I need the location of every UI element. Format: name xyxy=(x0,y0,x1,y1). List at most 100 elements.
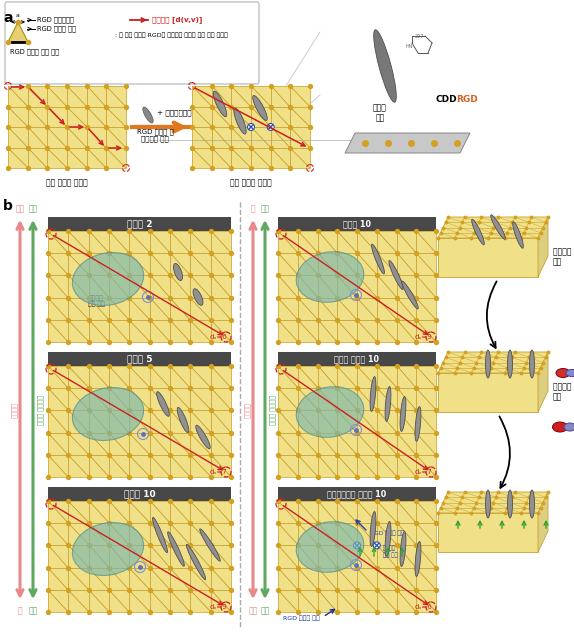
Polygon shape xyxy=(317,253,338,275)
Polygon shape xyxy=(170,366,191,388)
Polygon shape xyxy=(129,388,150,410)
Polygon shape xyxy=(68,275,88,298)
Polygon shape xyxy=(191,320,211,342)
Polygon shape xyxy=(191,410,211,433)
Polygon shape xyxy=(416,433,436,455)
Polygon shape xyxy=(357,523,377,545)
Polygon shape xyxy=(278,253,298,275)
Polygon shape xyxy=(129,410,150,433)
Polygon shape xyxy=(109,523,129,545)
Polygon shape xyxy=(150,523,170,545)
Polygon shape xyxy=(416,568,436,590)
Polygon shape xyxy=(191,388,211,410)
Polygon shape xyxy=(88,501,109,523)
Polygon shape xyxy=(298,501,317,523)
Polygon shape xyxy=(150,455,170,477)
Polygon shape xyxy=(191,433,211,455)
Text: a: a xyxy=(16,13,20,18)
Polygon shape xyxy=(278,231,298,253)
Polygon shape xyxy=(150,455,170,477)
Polygon shape xyxy=(88,590,109,612)
Polygon shape xyxy=(416,545,436,568)
Polygon shape xyxy=(338,320,357,342)
Polygon shape xyxy=(150,545,170,568)
Polygon shape xyxy=(271,86,290,107)
Text: RGD 리간드 연결: RGD 리간드 연결 xyxy=(37,26,76,32)
Polygon shape xyxy=(397,433,416,455)
Ellipse shape xyxy=(371,244,385,274)
Polygon shape xyxy=(211,366,231,388)
Polygon shape xyxy=(68,366,88,388)
Polygon shape xyxy=(338,231,357,253)
Text: 리간드 상호관계: 리간드 상호관계 xyxy=(270,394,276,424)
Polygon shape xyxy=(150,231,170,253)
Polygon shape xyxy=(357,253,377,275)
Polygon shape xyxy=(170,455,191,477)
Polygon shape xyxy=(298,275,317,298)
Polygon shape xyxy=(211,366,231,388)
Polygon shape xyxy=(170,568,191,590)
Polygon shape xyxy=(317,568,338,590)
Polygon shape xyxy=(129,410,150,433)
Polygon shape xyxy=(150,545,170,568)
Polygon shape xyxy=(68,433,88,455)
Polygon shape xyxy=(416,298,436,320)
Ellipse shape xyxy=(400,532,406,566)
Ellipse shape xyxy=(507,350,513,378)
Polygon shape xyxy=(68,410,88,433)
Polygon shape xyxy=(357,545,377,568)
Ellipse shape xyxy=(491,215,505,239)
Polygon shape xyxy=(338,253,357,275)
Polygon shape xyxy=(170,320,191,342)
Polygon shape xyxy=(48,568,68,590)
Polygon shape xyxy=(416,320,436,342)
Polygon shape xyxy=(48,501,68,523)
Polygon shape xyxy=(538,217,548,277)
Polygon shape xyxy=(192,147,212,168)
Polygon shape xyxy=(377,231,397,253)
Polygon shape xyxy=(129,433,150,455)
Polygon shape xyxy=(377,320,397,342)
Polygon shape xyxy=(48,298,68,320)
Polygon shape xyxy=(211,433,231,455)
Polygon shape xyxy=(68,320,88,342)
Polygon shape xyxy=(28,107,47,127)
Text: + 자성나노입자: + 자성나노입자 xyxy=(157,110,192,116)
Polygon shape xyxy=(278,501,298,523)
Polygon shape xyxy=(416,275,436,298)
Polygon shape xyxy=(28,127,47,147)
Ellipse shape xyxy=(566,370,574,377)
Polygon shape xyxy=(357,568,377,590)
Polygon shape xyxy=(397,298,416,320)
Polygon shape xyxy=(338,433,357,455)
Polygon shape xyxy=(298,298,317,320)
Ellipse shape xyxy=(529,490,534,518)
Polygon shape xyxy=(397,568,416,590)
Ellipse shape xyxy=(385,386,391,421)
Polygon shape xyxy=(68,320,88,342)
Text: dₒ=6: dₒ=6 xyxy=(210,334,227,340)
Polygon shape xyxy=(338,366,357,388)
Polygon shape xyxy=(150,501,170,523)
Polygon shape xyxy=(88,568,109,590)
Polygon shape xyxy=(278,433,298,455)
Polygon shape xyxy=(88,433,109,455)
Polygon shape xyxy=(48,298,68,320)
Polygon shape xyxy=(271,147,290,168)
Ellipse shape xyxy=(486,350,491,378)
Polygon shape xyxy=(191,366,211,388)
Polygon shape xyxy=(67,127,87,147)
Polygon shape xyxy=(88,523,109,545)
Polygon shape xyxy=(538,492,548,552)
Polygon shape xyxy=(109,568,129,590)
Polygon shape xyxy=(290,127,310,147)
Polygon shape xyxy=(191,231,211,253)
Polygon shape xyxy=(47,147,67,168)
Polygon shape xyxy=(377,523,397,545)
Ellipse shape xyxy=(370,512,376,547)
Polygon shape xyxy=(109,388,129,410)
Polygon shape xyxy=(88,253,109,275)
Polygon shape xyxy=(212,86,231,107)
Polygon shape xyxy=(317,455,338,477)
Polygon shape xyxy=(377,253,397,275)
